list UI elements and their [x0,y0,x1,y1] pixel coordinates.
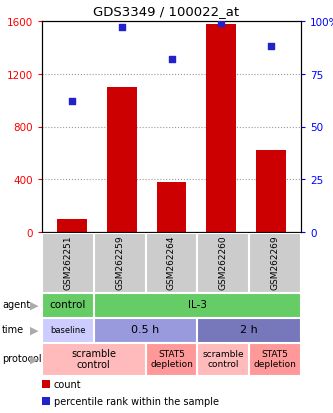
Text: IL-3: IL-3 [188,300,207,310]
Text: 2 h: 2 h [240,325,258,335]
Text: agent: agent [2,300,30,310]
Text: GSM262269: GSM262269 [271,235,280,290]
Text: ▶: ▶ [30,354,38,363]
Text: GSM262251: GSM262251 [63,235,72,290]
Text: ▶: ▶ [30,325,38,335]
Bar [157,183,186,233]
Text: scramble
control: scramble control [71,348,116,369]
Text: STAT5
depletion: STAT5 depletion [254,349,297,368]
Text: time: time [2,325,24,335]
Text: scramble
control: scramble control [202,349,244,368]
Text: ▶: ▶ [30,300,38,310]
Point [119,25,124,31]
Point [268,44,274,50]
Text: baseline: baseline [50,325,86,334]
Text: 0.5 h: 0.5 h [132,325,160,335]
Bar [206,25,236,233]
Text: protocol: protocol [2,354,42,363]
Text: GSM262260: GSM262260 [219,235,228,290]
Point [219,21,224,27]
Point [69,99,75,105]
Text: GSM262264: GSM262264 [167,235,176,290]
Text: count: count [54,379,82,389]
Bar [256,151,286,233]
Bar [107,88,137,233]
Text: GSM262259: GSM262259 [115,235,124,290]
Bar [57,219,87,233]
Text: STAT5
depletion: STAT5 depletion [150,349,193,368]
Text: percentile rank within the sample: percentile rank within the sample [54,396,219,406]
Text: control: control [50,300,86,310]
Text: GDS3349 / 100022_at: GDS3349 / 100022_at [94,5,239,18]
Point [169,57,174,63]
